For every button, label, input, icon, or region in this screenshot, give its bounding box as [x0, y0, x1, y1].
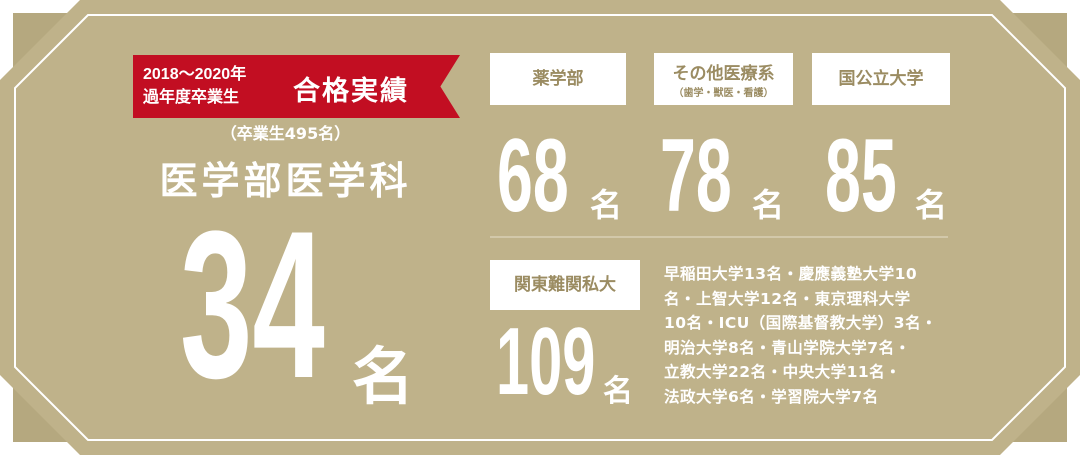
- national-count: 85: [825, 118, 897, 234]
- category-box-private: 関東難関私大: [490, 260, 640, 310]
- department-title: 医学部医学科: [159, 159, 412, 203]
- main-unit: 名: [352, 340, 415, 413]
- list-line: 法政大学6名・学習院大学7名: [664, 387, 879, 406]
- medical-unit: 名: [752, 186, 785, 224]
- category-label: 関東難関私大: [514, 275, 616, 295]
- graduate-note: （卒業生495名）: [220, 124, 351, 143]
- private-count: 109: [496, 308, 596, 415]
- national-unit: 名: [915, 186, 948, 224]
- pharmacy-unit: 名: [590, 186, 623, 224]
- results-badge: 2018〜2020年 過年度卒業生 合格実績: [133, 55, 460, 118]
- private-university-list: 早稲田大学13名・慶應義塾大学10 名・上智大学12名・東京理科大学 10名・I…: [664, 262, 964, 409]
- main-count: 34: [180, 187, 325, 422]
- years-label: 2018〜2020年: [143, 66, 247, 83]
- category-box-pharmacy: 薬学部: [490, 53, 626, 105]
- list-line: 早稲田大学13名・慶應義塾大学10: [664, 265, 918, 283]
- list-line: 立教大学22名・中央大学11名・: [664, 363, 902, 381]
- list-line: 明治大学8名・青山学院大学7名・: [664, 338, 911, 357]
- list-line: 名・上智大学12名・東京理科大学: [664, 289, 911, 308]
- category-label: その他医療系: [672, 64, 775, 84]
- private-unit: 名: [603, 374, 633, 409]
- graduates-label: 過年度卒業生: [143, 89, 240, 106]
- category-label: 薬学部: [532, 69, 584, 89]
- category-box-medical: その他医療系 （歯学・獣医・看護）: [654, 53, 793, 105]
- category-box-national: 国公立大学: [812, 53, 950, 105]
- pharmacy-count: 68: [497, 118, 569, 234]
- category-sublabel: （歯学・獣医・看護）: [673, 88, 774, 99]
- list-line: 10名・ICU（国際基督教大学）3名・: [664, 314, 938, 332]
- category-label: 国公立大学: [838, 69, 924, 89]
- badge-title: 合格実績: [293, 76, 409, 107]
- medical-count: 78: [660, 118, 732, 234]
